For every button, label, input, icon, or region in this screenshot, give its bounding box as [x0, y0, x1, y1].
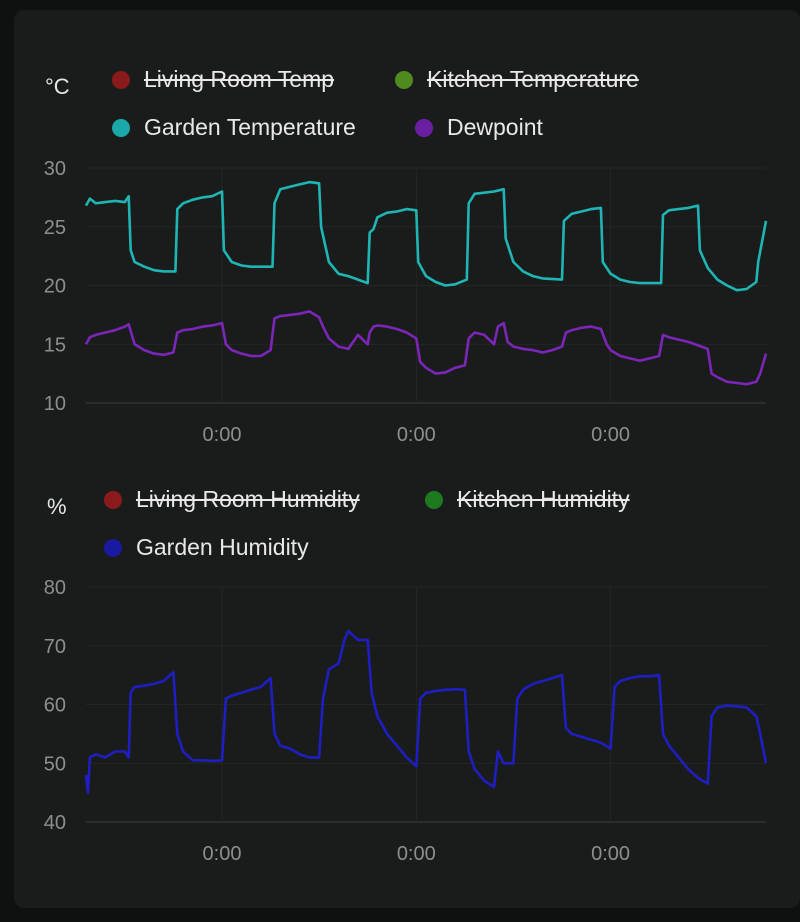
x-tick-label: 0:00: [203, 843, 242, 865]
legend-item-living-room-temp[interactable]: Living Room Temp: [112, 66, 334, 93]
y-tick-label: 25: [44, 217, 66, 239]
legend-label: Garden Temperature: [144, 114, 356, 140]
legend-label: Kitchen Temperature: [427, 66, 639, 92]
series-line-dewpoint: [84, 310, 768, 386]
x-tick-label: 0:00: [397, 424, 436, 446]
y-tick-label: 20: [44, 276, 66, 298]
legend-label: Garden Humidity: [136, 534, 309, 560]
legend-item-kitchen-temperature[interactable]: Kitchen Temperature: [395, 66, 639, 93]
x-tick-label: 0:00: [397, 843, 436, 865]
y-tick-label: 70: [44, 636, 66, 658]
temperature-unit-label: °C: [45, 74, 70, 99]
legend-label: Living Room Temp: [144, 66, 335, 92]
x-tick-label: 0:00: [591, 843, 630, 865]
series-line-garden-temperature: [84, 180, 768, 292]
legend-label: Kitchen Humidity: [457, 486, 630, 512]
legend-label: Dewpoint: [447, 114, 543, 140]
y-tick-label: 80: [44, 577, 66, 599]
x-tick-label: 0:00: [203, 424, 242, 446]
legend-item-kitchen-humidity[interactable]: Kitchen Humidity: [425, 486, 630, 513]
legend-item-garden-humidity[interactable]: Garden Humidity: [104, 534, 309, 561]
humidity-unit-label: %: [47, 494, 67, 519]
y-tick-label: 50: [44, 753, 66, 775]
legend-color-dot: [112, 118, 130, 137]
legend-label: Living Room Humidity: [136, 486, 360, 512]
legend-item-dewpoint[interactable]: Dewpoint: [415, 114, 543, 141]
legend-color-dot: [395, 70, 413, 89]
legend-color-dot: [104, 538, 122, 557]
legend-item-garden-temperature[interactable]: Garden Temperature: [112, 114, 356, 141]
y-tick-label: 30: [44, 158, 66, 180]
legend-color-dot: [425, 490, 443, 509]
legend-color-dot: [112, 70, 130, 89]
legend-item-living-room-humidity[interactable]: Living Room Humidity: [104, 486, 360, 513]
y-tick-label: 15: [44, 334, 66, 356]
legend-color-dot: [415, 118, 433, 137]
y-tick-label: 60: [44, 695, 66, 717]
legend-color-dot: [104, 490, 122, 509]
x-tick-label: 0:00: [591, 424, 630, 446]
y-tick-label: 10: [44, 393, 66, 415]
y-tick-label: 40: [44, 812, 66, 834]
series-line-garden-humidity: [84, 629, 768, 794]
